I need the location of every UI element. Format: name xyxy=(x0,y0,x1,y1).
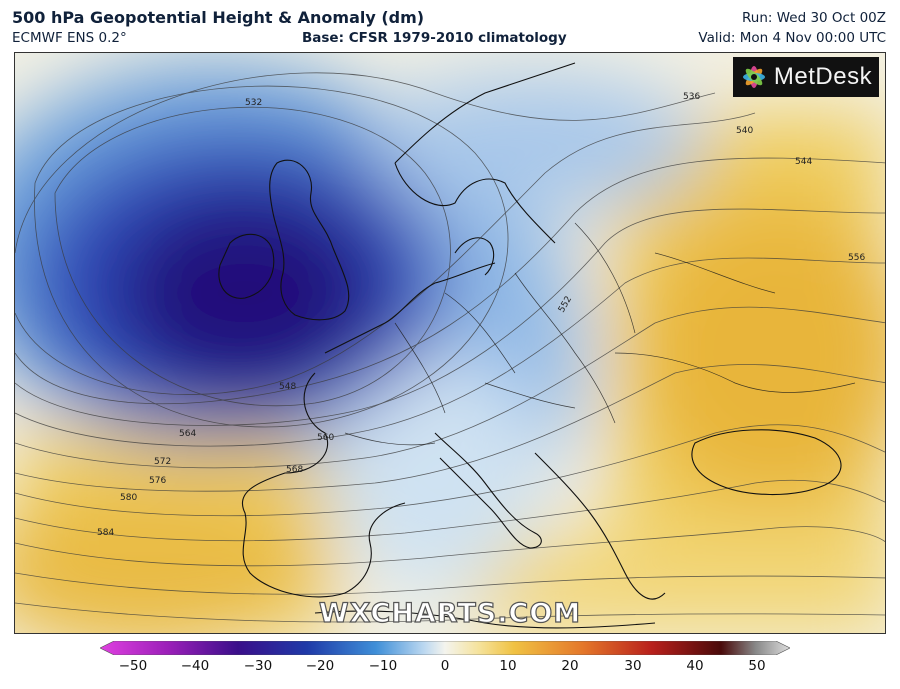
contour-label: 548 xyxy=(279,382,296,392)
contour-label: 568 xyxy=(286,465,303,475)
colorbar-tick: −10 xyxy=(368,658,398,674)
colorbar-tick: 50 xyxy=(748,658,766,674)
colorbar-tick: −40 xyxy=(180,658,210,674)
base-climatology-label: Base: CFSR 1979-2010 climatology xyxy=(302,30,567,46)
chart-title: 500 hPa Geopotential Height & Anomaly (d… xyxy=(12,8,425,27)
colorbar-tick: 10 xyxy=(499,658,517,674)
contour-label: 564 xyxy=(179,429,196,439)
valid-time-label: Valid: Mon 4 Nov 00:00 UTC xyxy=(698,30,886,46)
wxcharts-watermark: WXCHARTS.COM xyxy=(318,597,582,629)
anomaly-shading xyxy=(15,63,885,633)
colorbar-tick: −30 xyxy=(243,658,273,674)
colorbar-tick: 40 xyxy=(686,658,704,674)
coastlines xyxy=(218,62,842,629)
map-panel: 532 536 540 544 548 552 556 560 564 568 … xyxy=(14,52,886,634)
colorbar-tick: 30 xyxy=(624,658,642,674)
metdesk-logo-text: MetDesk xyxy=(773,63,873,90)
height-contours xyxy=(15,72,885,623)
run-time-label: Run: Wed 30 Oct 00Z xyxy=(742,10,886,26)
contour-label: 572 xyxy=(154,457,171,467)
contour-label: 544 xyxy=(795,157,812,167)
contour-label: 536 xyxy=(683,92,700,102)
contour-label: 584 xyxy=(97,528,114,538)
borders xyxy=(344,222,856,446)
anomaly-colorbar xyxy=(100,641,790,655)
contour-label: 540 xyxy=(736,126,753,136)
colorbar-ticks: −50 −40 −30 −20 −10 0 10 20 30 40 50 xyxy=(0,658,900,680)
colorbar-tick: −50 xyxy=(118,658,148,674)
colorbar-tick: 20 xyxy=(561,658,579,674)
metdesk-flower-icon xyxy=(742,66,765,88)
colorbar-tick: −20 xyxy=(305,658,335,674)
contour-label: 580 xyxy=(120,493,137,503)
contour-label: 576 xyxy=(149,476,166,486)
contour-label: 560 xyxy=(317,433,334,443)
metdesk-logo: MetDesk xyxy=(733,57,879,97)
colorbar-tick: 0 xyxy=(440,658,450,674)
contour-label: 556 xyxy=(848,253,865,263)
anomaly-map: 532 536 540 544 548 552 556 560 564 568 … xyxy=(15,53,885,633)
model-label: ECMWF ENS 0.2° xyxy=(12,30,127,46)
contour-label: 532 xyxy=(245,98,262,108)
